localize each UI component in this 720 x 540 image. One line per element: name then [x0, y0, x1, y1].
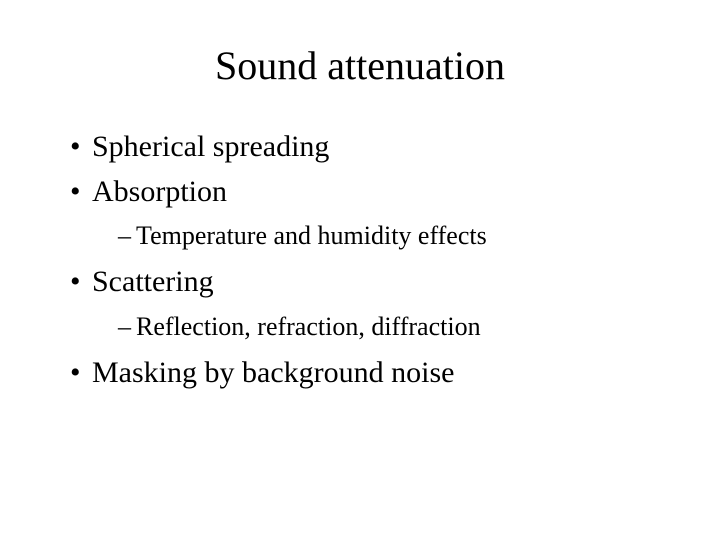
list-item-label: Spherical spreading — [92, 130, 329, 163]
bullet-icon: • — [70, 127, 92, 168]
list-item: •Masking by background noise — [70, 353, 680, 394]
list-subitem: –Reflection, refraction, diffraction — [118, 309, 680, 345]
slide: Sound attenuation •Spherical spreading •… — [0, 0, 720, 540]
bullet-icon: • — [70, 172, 92, 213]
list-item-label: Absorption — [92, 175, 227, 208]
list-subitem: –Temperature and humidity effects — [118, 218, 680, 254]
list-item-label: Scattering — [92, 265, 214, 298]
list-item: •Scattering — [70, 262, 680, 303]
list-item: •Absorption — [70, 172, 680, 213]
bullet-icon: • — [70, 262, 92, 303]
slide-title: Sound attenuation — [0, 0, 720, 127]
list-item-label: Masking by background noise — [92, 356, 454, 389]
list-subitem-label: Reflection, refraction, diffraction — [136, 312, 481, 341]
dash-icon: – — [118, 309, 136, 345]
slide-body: •Spherical spreading •Absorption –Temper… — [0, 127, 720, 394]
list-subitem-label: Temperature and humidity effects — [136, 221, 487, 250]
list-item: •Spherical spreading — [70, 127, 680, 168]
dash-icon: – — [118, 218, 136, 254]
bullet-icon: • — [70, 353, 92, 394]
